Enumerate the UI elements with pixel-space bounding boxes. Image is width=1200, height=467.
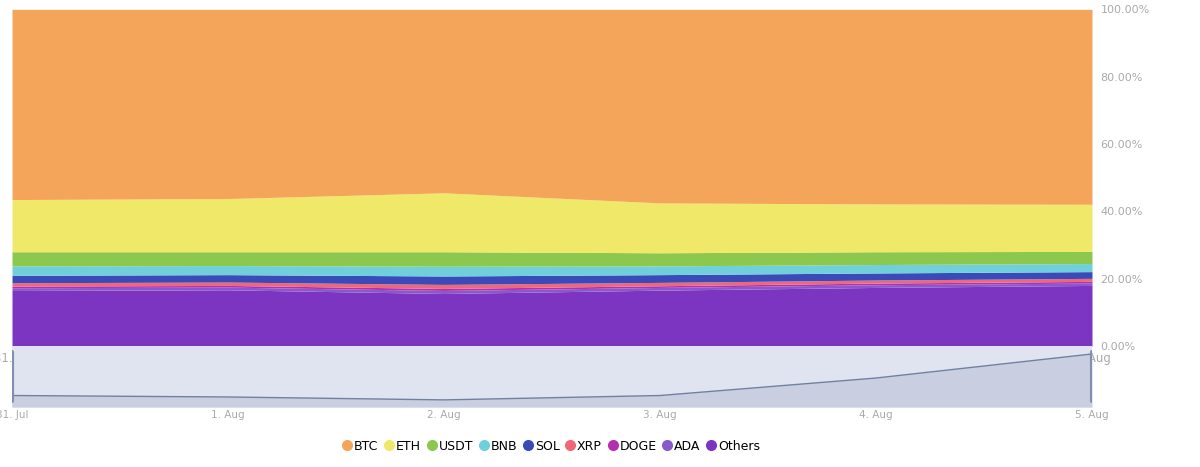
Legend: BTC, ETH, USDT, BNB, SOL, XRP, DOGE, ADA, Others: BTC, ETH, USDT, BNB, SOL, XRP, DOGE, ADA… [340,435,764,459]
